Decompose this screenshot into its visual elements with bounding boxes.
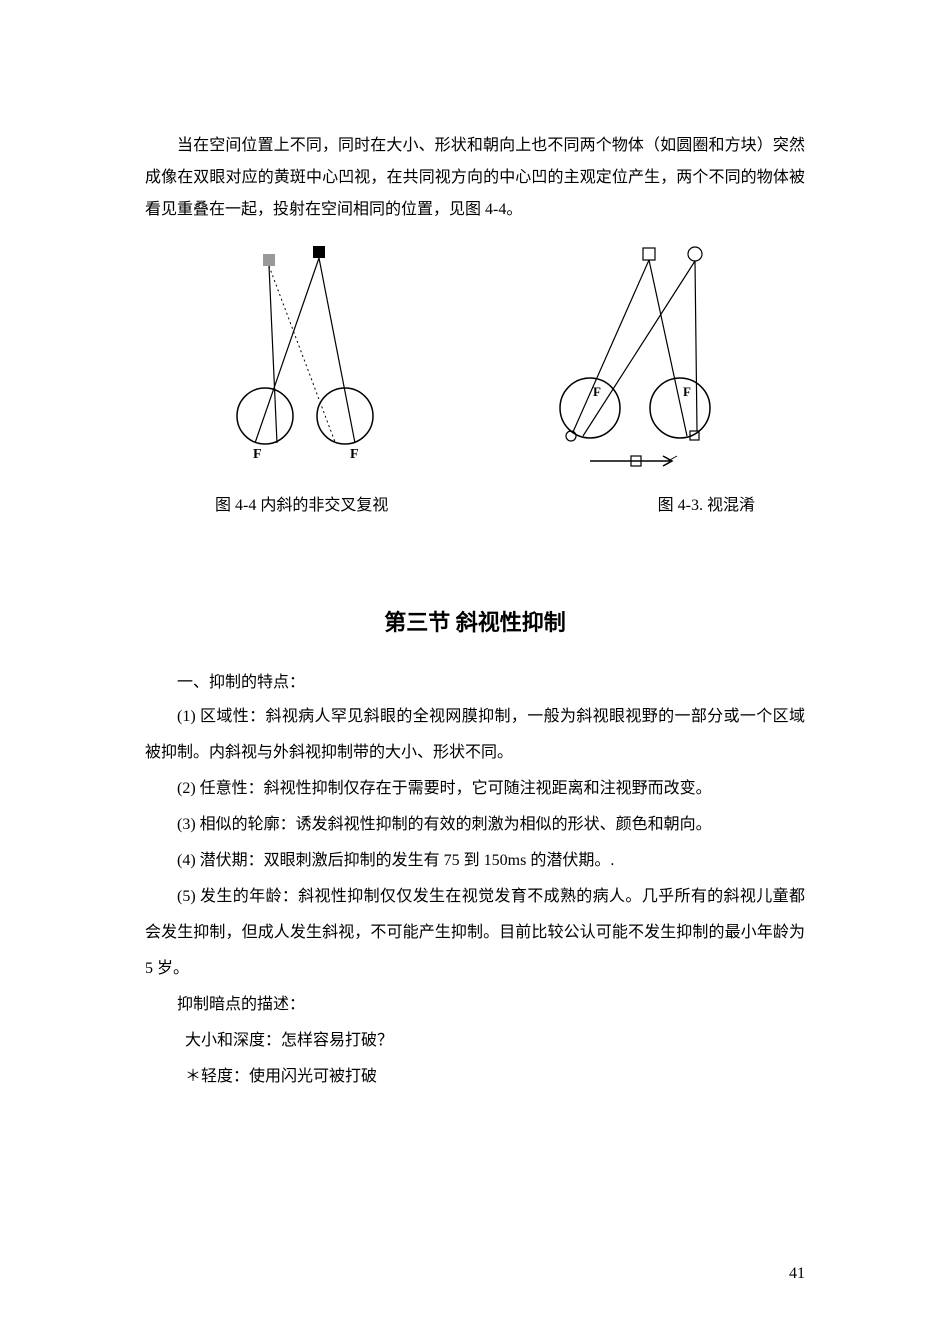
figure-right-block: F F (535, 246, 735, 476)
captions-row: 图 4-4 内斜的非交叉复视 图 4-3. 视混淆 (145, 491, 805, 515)
section-title: 第三节 斜视性抑制 (145, 605, 805, 637)
figure-4-4-diagram: F F (215, 246, 395, 466)
svg-text:F: F (253, 447, 262, 462)
figure-left-block: F F (215, 246, 395, 476)
svg-text:F: F (593, 384, 601, 399)
caption-right: 图 4-3. 视混淆 (658, 491, 755, 515)
caption-left: 图 4-4 内斜的非交叉复视 (215, 491, 388, 515)
list-item-2: (2) 任意性：斜视性抑制仅存在于需要时，它可随注视距离和注视野而改变。 (145, 771, 805, 807)
subheading-1: 一、抑制的特点： (145, 667, 805, 699)
svg-text:F: F (683, 384, 691, 399)
sub-para-3: ＊轻度：使用闪光可被打破 (145, 1059, 805, 1095)
list-item-3: (3) 相似的轮廓：诱发斜视性抑制的有效的刺激为相似的形状、颜色和朝向。 (145, 807, 805, 843)
sub-para-2: 大小和深度：怎样容易打破？ (145, 1023, 805, 1059)
list-item-4: (4) 潜伏期：双眼刺激后抑制的发生有 75 到 150ms 的潜伏期。. (145, 843, 805, 879)
list-item-5: (5) 发生的年龄：斜视性抑制仅仅发生在视觉发育不成熟的病人。几乎所有的斜视儿童… (145, 879, 805, 987)
list-item-1: (1) 区域性：斜视病人罕见斜眼的全视网膜抑制，一般为斜视眼视野的一部分或一个区… (145, 699, 805, 771)
intro-paragraph: 当在空间位置上不同，同时在大小、形状和朝向上也不同两个物体（如圆圈和方块）突然成… (145, 130, 805, 226)
figure-4-3-diagram: F F (535, 246, 735, 476)
sub-para-1: 抑制暗点的描述： (145, 987, 805, 1023)
svg-text:F: F (350, 447, 359, 462)
figures-row: F F F (145, 246, 805, 476)
page-number: 41 (789, 1265, 805, 1283)
